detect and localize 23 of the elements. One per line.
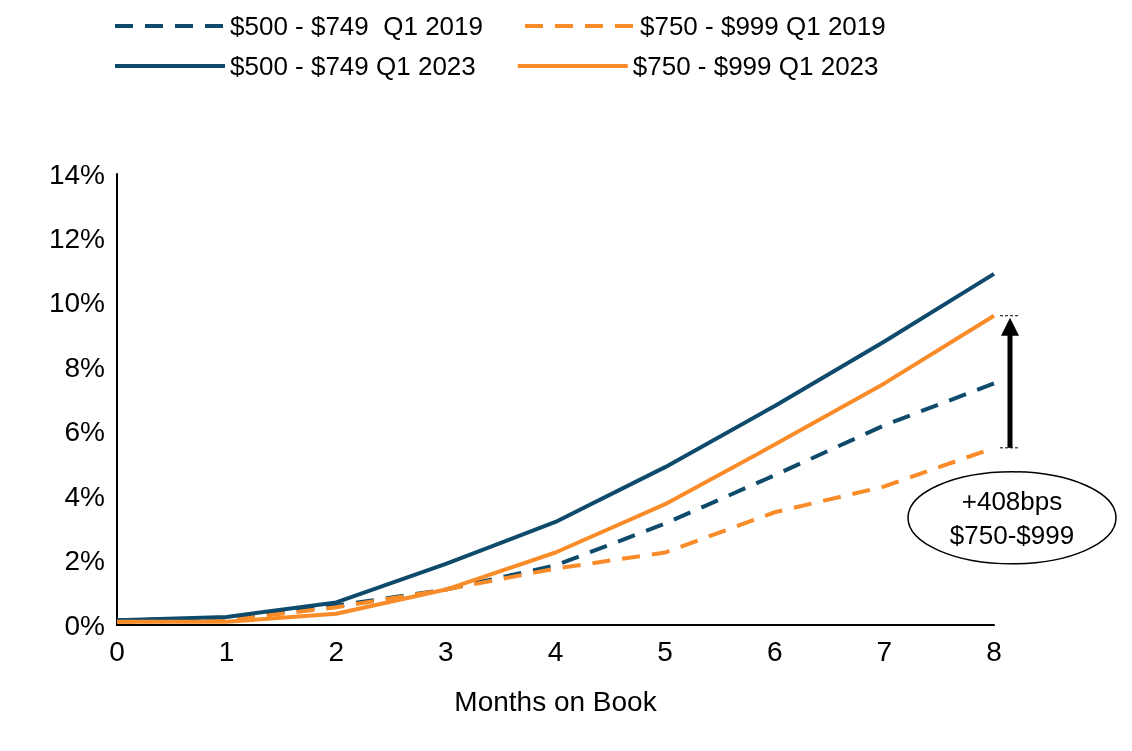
y-tick-label: 12% (48, 222, 105, 254)
x-tick-label: 6 (766, 635, 783, 667)
y-tick-label: 8% (64, 351, 105, 383)
x-tick-label: 7 (876, 635, 893, 667)
x-tick-label: 8 (986, 635, 1002, 667)
x-tick-label: 4 (547, 635, 564, 667)
y-tick-label: 0% (64, 609, 105, 641)
x-tick-label: 0 (109, 635, 125, 667)
legend-label: $750 - $999 Q1 2019 (639, 11, 886, 41)
y-tick-label: 4% (64, 480, 105, 512)
x-tick-label: 2 (328, 635, 345, 667)
x-tick-label: 3 (438, 635, 454, 667)
y-tick-label: 10% (48, 287, 105, 319)
y-tick-label: 2% (64, 545, 105, 577)
x-tick-label: 1 (218, 635, 235, 667)
legend-label: $500 - $749 Q1 2019 (230, 11, 483, 41)
legend-label: $750 - $999 Q1 2023 (632, 51, 879, 81)
legend-label: $500 - $749 Q1 2023 (230, 51, 476, 81)
x-tick-label: 5 (657, 635, 673, 667)
annotation: +408bps $750-$999 (949, 485, 1075, 550)
y-tick-label: 14% (48, 158, 105, 190)
x-axis-title: Months on Book (454, 685, 658, 717)
y-tick-label: 6% (64, 416, 105, 448)
